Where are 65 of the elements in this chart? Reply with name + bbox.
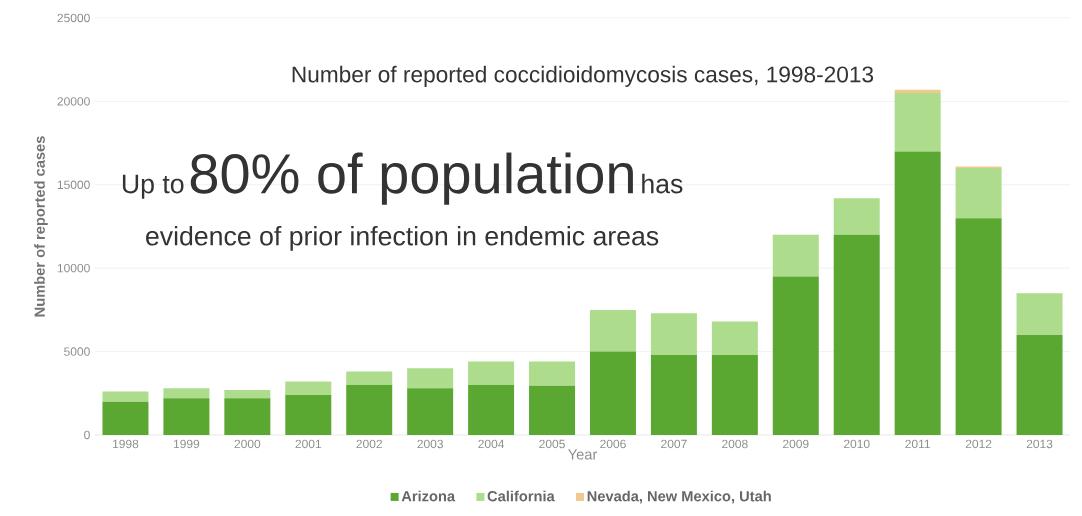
bar [589, 309, 636, 352]
bar [346, 384, 393, 435]
x-tick-label: 2013 [1026, 439, 1053, 449]
bar [711, 354, 758, 435]
bar [224, 389, 271, 399]
bar [102, 401, 149, 435]
text: Number of reported coccidioidomycosis cases, 1998-2013 [292, 65, 874, 87]
annotation: evidence of prior infection in endemic areas [146, 225, 659, 251]
y-tick-label: 0 [84, 430, 90, 440]
x-tick-label: 2012 [965, 439, 992, 449]
bar [1016, 293, 1063, 335]
annotation: 80% of population [190, 152, 633, 205]
y-tick-label: 20000 [57, 97, 90, 106]
bar [894, 89, 941, 94]
x-tick-label: 2004 [478, 439, 505, 449]
x-tick-label: 2002 [356, 439, 382, 449]
y-tick-label: 10000 [57, 263, 90, 273]
legend-label: California [487, 490, 555, 502]
bar [529, 385, 576, 435]
x-tick-label: 2007 [661, 439, 687, 449]
bar [650, 354, 697, 435]
x-tick-label: 2000 [234, 439, 261, 449]
annotation: Up to [122, 174, 184, 199]
bar [589, 351, 636, 435]
bar [468, 361, 515, 385]
bar [894, 93, 941, 152]
y-tick-label: 15000 [57, 180, 90, 190]
x-tick-label: 1999 [173, 439, 200, 449]
bar [163, 388, 210, 399]
annotation: has [642, 173, 683, 194]
bar [894, 151, 941, 435]
bar [772, 276, 819, 435]
x-tick-label: 2010 [843, 439, 870, 449]
bar [955, 168, 1002, 219]
x-tick-label: 2006 [600, 439, 626, 449]
bar [346, 371, 393, 385]
bar [833, 234, 880, 435]
bar [407, 368, 454, 389]
bar [711, 321, 758, 355]
x-tick-label: 2005 [539, 439, 565, 449]
bar [163, 398, 210, 435]
bar [833, 198, 880, 235]
x-tick-label: 2003 [417, 439, 443, 449]
bar [285, 394, 332, 435]
bar [102, 391, 149, 402]
y-tick-label: 25000 [57, 13, 90, 23]
y-axis-title: Number of reported cases [34, 136, 48, 317]
bar [955, 218, 1002, 435]
bar [650, 313, 697, 355]
x-tick-label: 2009 [783, 439, 809, 449]
bar [407, 388, 454, 435]
bar [285, 381, 332, 395]
x-axis-title: Year [568, 449, 598, 460]
x-tick-label: 2001 [295, 439, 322, 449]
x-tick-label: 2008 [722, 439, 748, 449]
y-tick-label: 5000 [64, 347, 90, 356]
bar [772, 234, 819, 277]
bar [468, 384, 515, 435]
bar [224, 398, 271, 435]
bar [529, 361, 576, 386]
legend-label: Nevada, New Mexico, Utah [587, 490, 771, 504]
x-tick-label: 2011 [905, 439, 930, 449]
bar [1016, 334, 1063, 435]
legend-label: Arizona [401, 490, 456, 502]
x-tick-label: 1998 [113, 439, 139, 449]
